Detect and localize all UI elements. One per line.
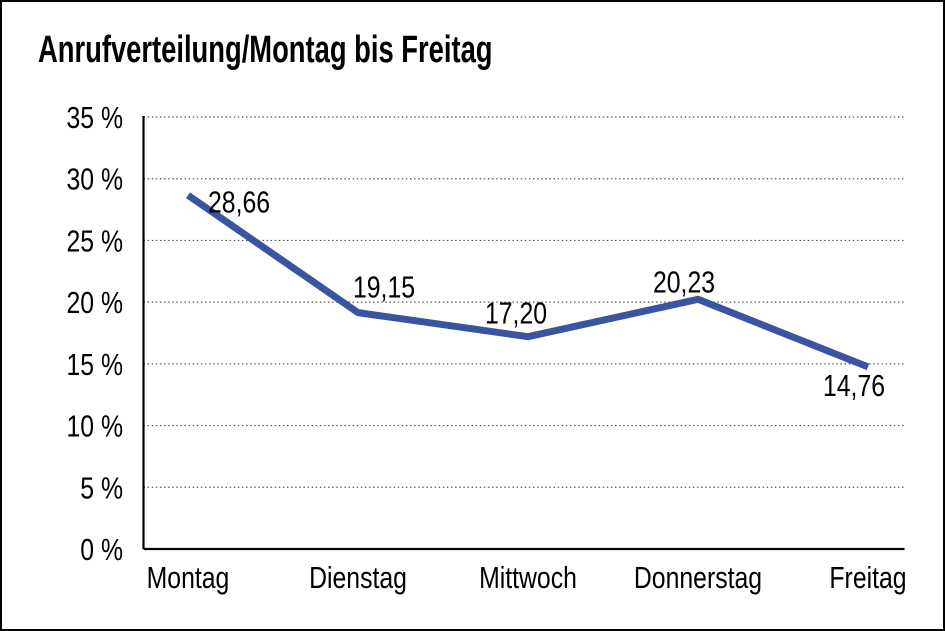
data-point-label: 14,76 <box>823 368 885 402</box>
y-tick-label: 5 % <box>80 471 123 505</box>
y-tick-label: 20 % <box>66 286 123 320</box>
y-tick-label: 10 % <box>66 409 123 443</box>
x-category-label: Dienstag <box>309 560 407 594</box>
x-category-label: Donnerstag <box>634 560 762 594</box>
y-tick-label: 0 % <box>80 532 123 566</box>
y-tick-label: 35 % <box>66 100 123 134</box>
data-series-line <box>186 192 870 371</box>
data-point-label: 28,66 <box>208 185 270 219</box>
data-point-label: 17,20 <box>485 296 547 330</box>
x-category-label: Freitag <box>829 560 906 594</box>
chart-title: Anrufverteilung/Montag bis Freitag <box>38 29 493 71</box>
data-point-label: 20,23 <box>653 265 715 299</box>
y-tick-label: 30 % <box>66 162 123 196</box>
y-tick-label: 25 % <box>66 224 123 258</box>
x-category-label: Mittwoch <box>479 560 577 594</box>
x-category-label: Montag <box>147 560 230 594</box>
data-point-label: 19,15 <box>353 270 415 304</box>
y-tick-label: 15 % <box>66 347 123 381</box>
